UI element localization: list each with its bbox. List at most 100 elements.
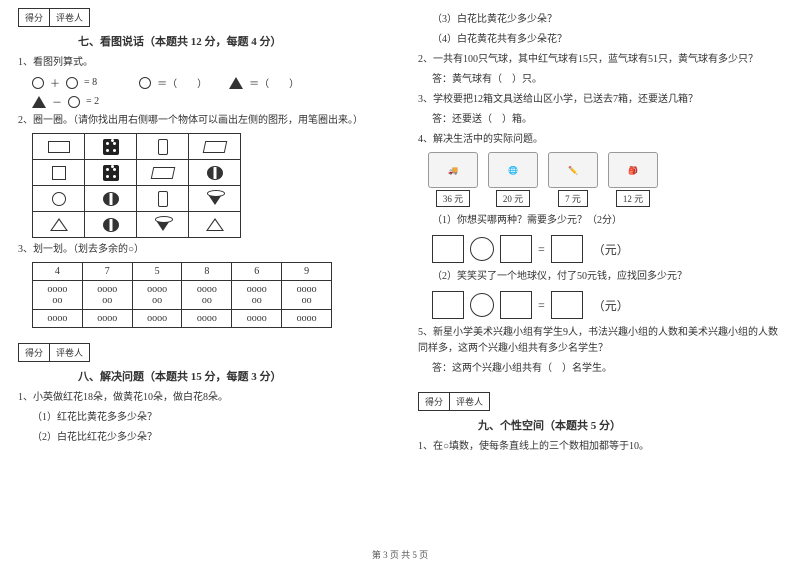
price-tag: 36 元 <box>436 190 470 207</box>
num-cell: 6 <box>232 263 282 281</box>
sphere-icon <box>103 218 119 232</box>
q8-5-ans: 答：这两个兴趣小组共有（ ）名学生。 <box>432 361 782 377</box>
section-8-title: 八、解决问题（本题共 15 分，每题 3 分） <box>78 368 382 384</box>
eq-blank: ＝（ ） <box>157 75 207 90</box>
score-label: 得分 <box>19 344 50 361</box>
price-tag: 12 元 <box>616 190 650 207</box>
q8-1-4: （4）白花黄花共有多少朵花？ <box>432 32 782 48</box>
right-column: （3）白花比黄花少多少朵？ （4）白花黄花共有多少朵花？ 2、一共有100只气球… <box>400 0 800 565</box>
unit-label: （元） <box>593 241 629 258</box>
unit-label: （元） <box>593 297 629 314</box>
o-cell: oooo <box>132 310 182 328</box>
circle-icon <box>66 77 78 89</box>
blank-box <box>551 291 583 319</box>
o-cell: oooo <box>82 310 132 328</box>
blank-box <box>432 235 464 263</box>
good-item: 🎒 12 元 <box>608 152 658 207</box>
triangle-icon <box>206 218 224 231</box>
grader-label: 评卷人 <box>450 393 489 410</box>
q7-3: 3、划一划。（划去多余的○） <box>18 242 382 258</box>
o-cell: oooooo <box>33 281 83 310</box>
dice-icon <box>103 165 119 181</box>
grader-label: 评卷人 <box>50 344 89 361</box>
score-label: 得分 <box>19 9 50 26</box>
o-cell: oooo <box>232 310 282 328</box>
eq-row-2: － = 2 <box>32 94 382 109</box>
blank-box <box>551 235 583 263</box>
o-cell: oooo <box>282 310 332 328</box>
score-box-8: 得分 评卷人 <box>18 343 90 362</box>
globe-icon: 🌐 <box>488 152 538 188</box>
section-9-title: 九、个性空间（本题共 5 分） <box>478 417 782 433</box>
left-column: 得分 评卷人 七、看图说话（本题共 12 分，每题 4 分） 1、看图列算式。 … <box>0 0 400 565</box>
circle-icon <box>139 77 151 89</box>
q8-2: 2、一共有100只气球，其中红气球有15只，蓝气球有51只，黄气球有多少只？ <box>418 52 782 68</box>
calc-row-1: = （元） <box>432 235 782 263</box>
can-icon <box>158 139 168 155</box>
score-box-7: 得分 评卷人 <box>18 8 90 27</box>
goods-row: 🚚 36 元 🌐 20 元 ✏️ 7 元 🎒 12 元 <box>428 152 782 207</box>
q8-5: 5、新星小学美术兴趣小组有学生9人，书法兴趣小组的人数和美术兴趣小组的人数同样多… <box>418 325 782 357</box>
q8-3-ans: 答：还要送（ ）箱。 <box>432 112 782 128</box>
q8-1-1: （1）红花比黄花多多少朵？ <box>32 410 382 426</box>
eq-result: = 8 <box>84 77 97 88</box>
page-footer: 第 3 页 共 5 页 <box>0 548 800 561</box>
price-tag: 20 元 <box>496 190 530 207</box>
section-7-title: 七、看图说话（本题共 12 分，每题 4 分） <box>78 33 382 49</box>
num-cell: 5 <box>132 263 182 281</box>
bag-icon: 🎒 <box>608 152 658 188</box>
q8-1-3: （3）白花比黄花少多少朵？ <box>432 12 782 28</box>
circle-icon <box>68 96 80 108</box>
price-tag: 7 元 <box>558 190 588 207</box>
o-cell: oooo <box>33 310 83 328</box>
q8-1-2: （2）白花比红花少多少朵？ <box>32 430 382 446</box>
good-item: ✏️ 7 元 <box>548 152 598 207</box>
truck-icon: 🚚 <box>428 152 478 188</box>
q7-1: 1、看图列算式。 <box>18 55 382 71</box>
cylinder-icon <box>158 191 168 207</box>
cone-icon <box>207 193 223 205</box>
triangle-icon <box>229 77 243 89</box>
triangle-icon <box>50 218 68 231</box>
q8-1: 1、小英做红花18朵，做黄花10朵，做白花8朵。 <box>18 390 382 406</box>
q9-1: 1、在○填数，使每条直线上的三个数相加都等于10。 <box>418 439 782 455</box>
blank-circle <box>470 293 494 317</box>
eq-blank: ＝（ ） <box>249 75 299 90</box>
o-cell: oooooo <box>132 281 182 310</box>
cone-icon <box>155 219 171 231</box>
sphere-icon <box>103 192 119 206</box>
good-item: 🚚 36 元 <box>428 152 478 207</box>
num-cell: 7 <box>82 263 132 281</box>
pencilcase-icon: ✏️ <box>548 152 598 188</box>
q8-3: 3、学校要把12箱文具送给山区小学，已送去7箱，还要送几箱？ <box>418 92 782 108</box>
plus-sign: ＋ <box>50 75 60 90</box>
cuboid-icon <box>202 141 227 153</box>
num-cell: 9 <box>282 263 332 281</box>
o-cell: oooooo <box>282 281 332 310</box>
square-icon <box>52 166 66 180</box>
sphere-icon <box>207 166 223 180</box>
o-cell: oooooo <box>182 281 232 310</box>
triangle-icon <box>32 96 46 108</box>
q8-4: 4、解决生活中的实际问题。 <box>418 132 782 148</box>
score-label: 得分 <box>419 393 450 410</box>
score-box-9: 得分 评卷人 <box>418 392 490 411</box>
calc-row-2: = （元） <box>432 291 782 319</box>
shape-grid <box>32 133 241 238</box>
q8-4-1: （1）你想买哪两种？需要多少元？（2分） <box>432 213 782 229</box>
good-item: 🌐 20 元 <box>488 152 538 207</box>
blank-circle <box>470 237 494 261</box>
num-cell: 4 <box>33 263 83 281</box>
grader-label: 评卷人 <box>50 9 89 26</box>
o-cell: oooo <box>182 310 232 328</box>
eq-row-1: ＋ = 8 ＝（ ） ＝（ ） <box>32 75 382 90</box>
number-table: 4 7 5 8 6 9 oooooo oooooo oooooo oooooo … <box>32 262 332 328</box>
q7-2: 2、圈一圈。（请你找出用右侧哪一个物体可以画出左侧的图形，用笔圈出来。） <box>18 113 382 129</box>
num-cell: 8 <box>182 263 232 281</box>
o-cell: oooooo <box>232 281 282 310</box>
equals-sign: = <box>538 298 545 313</box>
equals-sign: = <box>538 242 545 257</box>
blank-box <box>500 291 532 319</box>
blank-box <box>500 235 532 263</box>
minus-sign: － <box>52 94 62 109</box>
